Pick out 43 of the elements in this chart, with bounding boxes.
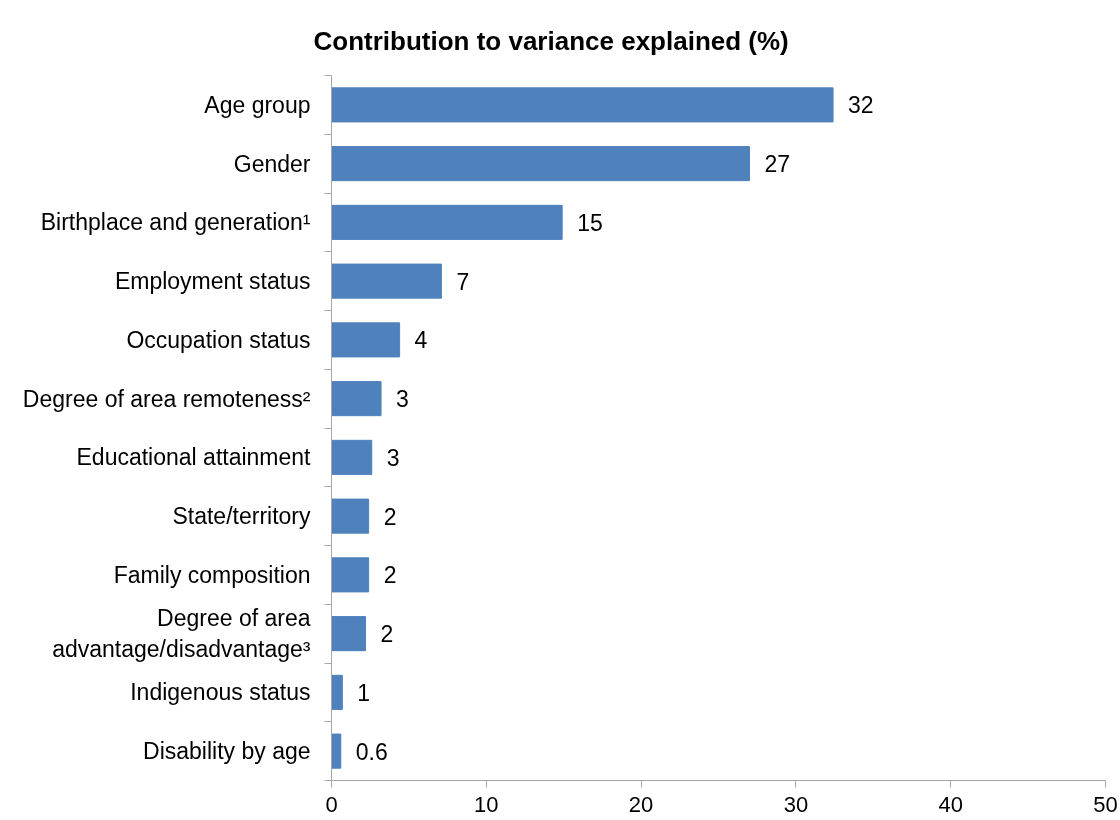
bar xyxy=(331,322,401,358)
data-label: 3 xyxy=(396,386,409,413)
y-tick-label: Degree of area advantage/disadvantage³ xyxy=(52,605,311,663)
data-label: 7 xyxy=(456,268,470,295)
x-tick-label: 50 xyxy=(1093,791,1118,817)
bar xyxy=(331,204,563,240)
data-label: 0.6 xyxy=(355,738,388,765)
bar xyxy=(331,263,442,299)
y-tick-label: Disability by age xyxy=(143,738,311,765)
x-tick-label: 0 xyxy=(325,791,338,817)
x-tick-label: 30 xyxy=(783,791,809,817)
bar xyxy=(331,498,370,534)
data-label: 1 xyxy=(357,679,371,706)
bar xyxy=(331,87,834,123)
bar xyxy=(331,146,750,182)
y-tick-label: Age group xyxy=(204,91,311,118)
y-tick-label: Occupation status xyxy=(126,326,311,353)
data-label: 15 xyxy=(577,209,603,236)
bar xyxy=(331,557,370,593)
bar xyxy=(331,439,373,475)
y-tick-label: Gender xyxy=(233,150,311,177)
data-label: 4 xyxy=(414,327,428,354)
y-tick-label: Birthplace and generation¹ xyxy=(40,209,311,236)
y-tick-label: Educational attainment xyxy=(76,444,312,471)
y-tick-label: Employment status xyxy=(114,268,311,295)
y-tick-label: Family composition xyxy=(113,561,311,588)
x-tick-label: 10 xyxy=(474,791,499,817)
data-label: 32 xyxy=(848,92,874,119)
data-label: 3 xyxy=(386,444,400,471)
data-label: 2 xyxy=(383,562,397,589)
y-tick-label: Degree of area remoteness² xyxy=(22,385,311,412)
data-label: 2 xyxy=(383,503,397,530)
bar xyxy=(331,381,382,417)
x-tick-label: 40 xyxy=(938,791,963,817)
chart-title: Contribution to variance explained (%) xyxy=(313,25,789,56)
x-tick-label: 20 xyxy=(628,791,654,817)
bar xyxy=(331,733,342,769)
bar xyxy=(331,616,367,652)
y-tick-label: Indigenous status xyxy=(130,679,311,706)
bar xyxy=(331,674,343,710)
y-tick-label: State/territory xyxy=(172,503,311,530)
data-label: 2 xyxy=(380,621,394,648)
data-label: 27 xyxy=(764,151,791,178)
